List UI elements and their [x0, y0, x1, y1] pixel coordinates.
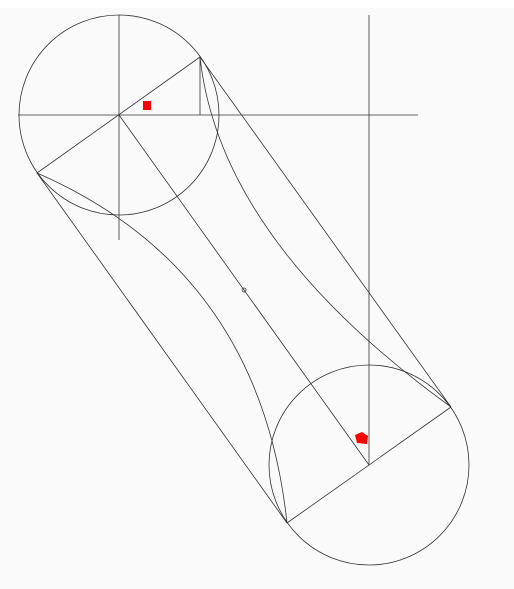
- diameter-top: [36, 56, 201, 174]
- arc-left: [36, 172, 288, 524]
- pentagon-marker: [355, 432, 368, 444]
- top-bar: [0, 0, 514, 8]
- midpoint-dot: [241, 287, 247, 293]
- square-marker: [143, 101, 151, 110]
- center-line: [118, 114, 370, 466]
- tangent-left: [36, 172, 288, 524]
- tangent-right: [199, 56, 452, 408]
- arc-right: [199, 56, 452, 408]
